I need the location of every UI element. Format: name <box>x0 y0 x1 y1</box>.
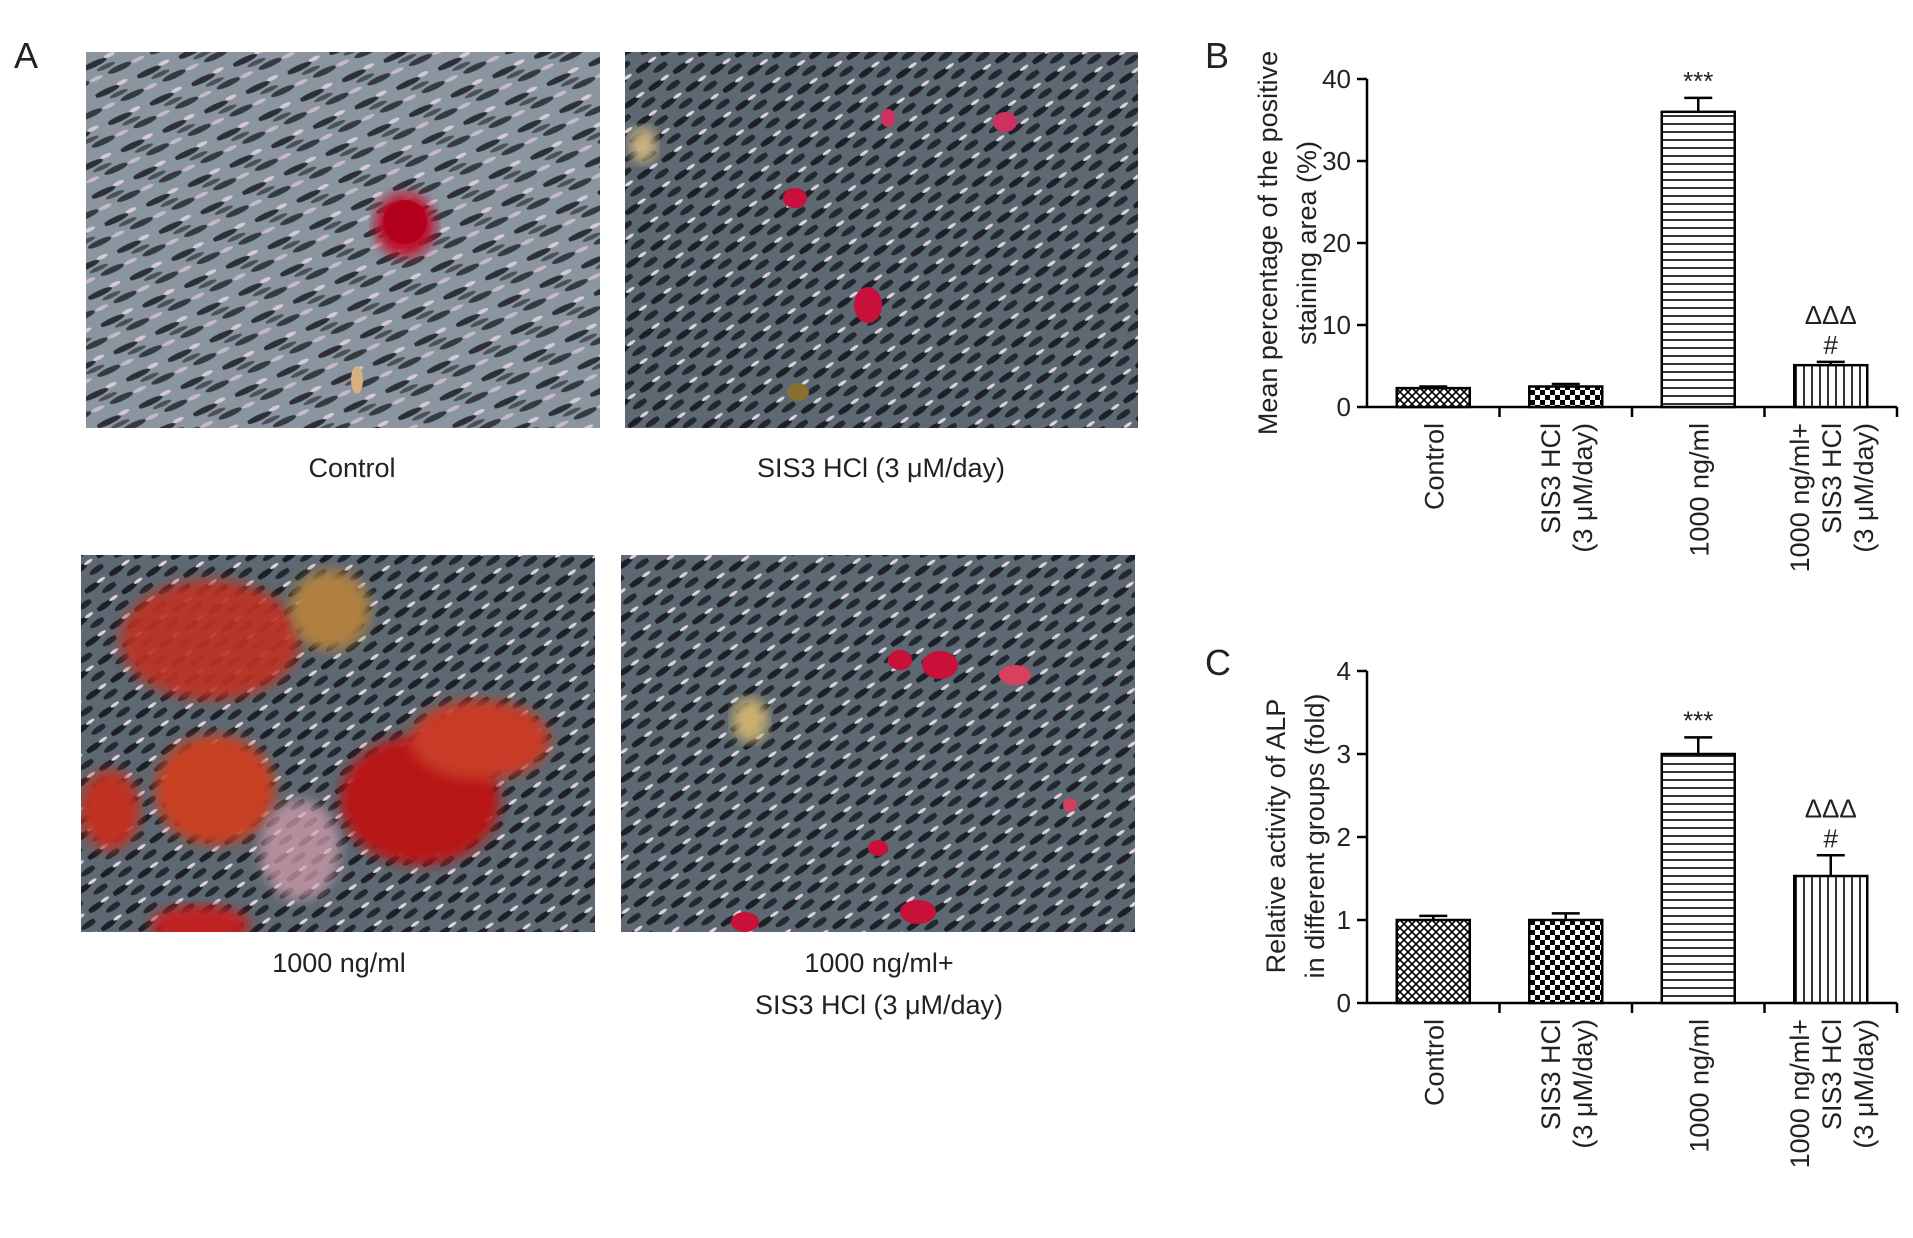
y-axis-label: Relative activity of ALP <box>1261 699 1291 974</box>
annotation: ΔΔΔ <box>1805 793 1857 823</box>
x-tick-label: SIS3 HCl <box>1817 1019 1847 1130</box>
annotation: # <box>1824 823 1839 853</box>
bar <box>1660 752 1736 1005</box>
micrograph <box>621 555 1135 932</box>
bar <box>1793 874 1869 1005</box>
y-tick-label: 40 <box>1322 64 1351 94</box>
y-tick-label: 1 <box>1337 905 1351 935</box>
y-tick-label: 3 <box>1337 739 1351 769</box>
x-tick-label: (3 μM/day) <box>1568 423 1598 553</box>
y-tick-label: 20 <box>1322 228 1351 258</box>
y-axis-label: Mean percentage of the positive <box>1253 51 1283 435</box>
x-tick-label: 1000 ng/ml <box>1684 423 1714 557</box>
micrograph <box>86 52 600 428</box>
caption: 1000 ng/ml <box>272 948 406 978</box>
y-tick-label: 0 <box>1337 988 1351 1018</box>
micrograph <box>625 52 1138 428</box>
x-tick-label: (3 μM/day) <box>1849 423 1879 553</box>
y-tick-label: 30 <box>1322 146 1351 176</box>
y-tick-label: 4 <box>1337 656 1351 686</box>
panel-label: A <box>14 35 38 76</box>
annotation: *** <box>1683 66 1713 96</box>
panel-label: C <box>1205 642 1231 683</box>
y-tick-label: 0 <box>1337 392 1351 422</box>
annotation: # <box>1824 330 1839 360</box>
bar <box>1793 363 1869 409</box>
bar <box>1528 918 1604 1005</box>
bar <box>1395 918 1471 1005</box>
bar <box>1660 110 1736 409</box>
x-tick-label: SIS3 HCl <box>1817 423 1847 534</box>
x-tick-label: Control <box>1419 423 1449 510</box>
caption: 1000 ng/ml+ <box>804 948 953 978</box>
x-tick-label: 1000 ng/ml+ <box>1785 1019 1815 1168</box>
x-tick-label: (3 μM/day) <box>1849 1019 1879 1149</box>
y-tick-label: 10 <box>1322 310 1351 340</box>
x-tick-label: (3 μM/day) <box>1568 1019 1598 1149</box>
panel-label: B <box>1205 35 1229 76</box>
y-tick-label: 2 <box>1337 822 1351 852</box>
caption: SIS3 HCl (3 μM/day) <box>755 990 1003 1020</box>
x-tick-label: Control <box>1419 1019 1449 1106</box>
caption: SIS3 HCl (3 μM/day) <box>757 453 1005 483</box>
bar <box>1528 385 1604 409</box>
x-tick-label: SIS3 HCl <box>1536 1019 1566 1130</box>
caption: Control <box>308 453 395 483</box>
y-axis-label: staining area (%) <box>1292 141 1322 345</box>
x-tick-label: SIS3 HCl <box>1536 423 1566 534</box>
annotation: *** <box>1683 705 1713 735</box>
x-tick-label: 1000 ng/ml <box>1684 1019 1714 1153</box>
x-tick-label: 1000 ng/ml+ <box>1785 423 1815 572</box>
y-axis-label: in different groups (fold) <box>1300 694 1330 979</box>
bar <box>1395 386 1471 409</box>
annotation: ΔΔΔ <box>1805 300 1857 330</box>
micrograph <box>81 555 595 932</box>
